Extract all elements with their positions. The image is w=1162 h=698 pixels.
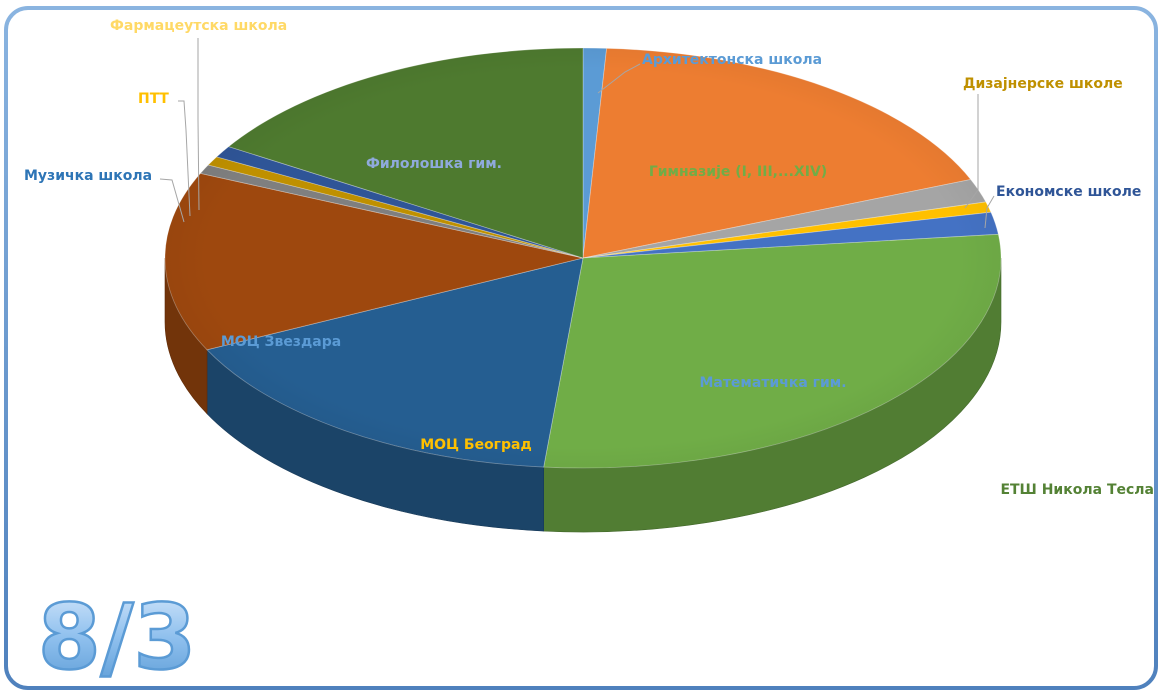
- leader-line-птт: [178, 100, 191, 217]
- slice-label-моц-београд: МОЦ Београд: [420, 437, 532, 453]
- slice-label-дизајнерске-школе: Дизајнерске школе: [963, 76, 1123, 92]
- leader-line-дизајнерске-школе: [964, 94, 979, 209]
- slice-label-економске-школе: Економске школе: [996, 184, 1141, 200]
- slice-label-етш-никола-тесла: ЕТШ Никола Тесла: [1000, 482, 1154, 498]
- pie-top: [164, 47, 1002, 469]
- slice-label-фармацеутска-школа: Фармацеутска школа: [110, 18, 287, 34]
- slide-number: 8/3: [38, 585, 196, 690]
- slice-label-моц-звездара: МОЦ Звездара: [221, 334, 341, 350]
- leader-line-фармацеутска-школа: [197, 38, 200, 211]
- leader-line-економске-школе: [984, 195, 995, 229]
- slice-labels: Архитектонска школа Гимназије (I, III,...…: [24, 18, 1154, 498]
- slice-label-математичка-гим: Математичка гим.: [699, 375, 846, 391]
- slice-label-гимназије-i-iii-xiv: Гимназије (I, III,...XIV): [649, 164, 827, 180]
- slice-label-птт: ПТТ: [138, 91, 169, 107]
- leader-lines: [159, 38, 995, 229]
- slice-label-архитектонска-школа: Архитектонска школа: [642, 52, 822, 68]
- slice-label-филолошка-гим: Филолошка гим.: [366, 156, 502, 172]
- slice-label-музичка-школа: Музичка школа: [24, 168, 152, 184]
- leader-line-музичка-школа: [159, 178, 185, 223]
- leader-line-архитектонска-школа: [597, 63, 641, 94]
